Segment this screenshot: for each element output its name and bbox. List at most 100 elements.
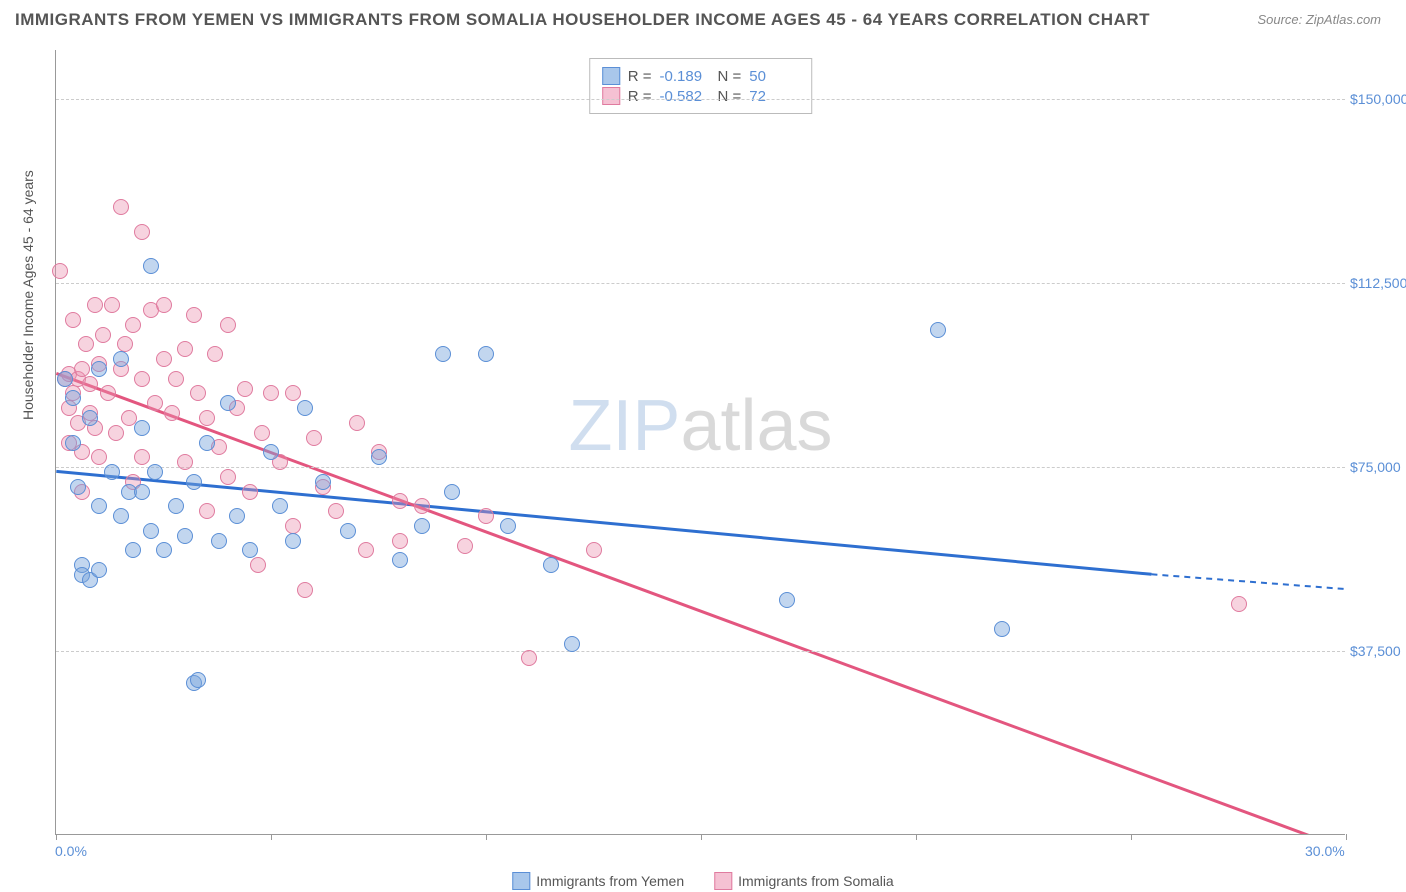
data-point-somalia <box>147 395 163 411</box>
data-point-somalia <box>164 405 180 421</box>
data-point-somalia <box>306 430 322 446</box>
data-point-yemen <box>229 508 245 524</box>
data-point-yemen <box>143 523 159 539</box>
data-point-somalia <box>156 351 172 367</box>
data-point-yemen <box>70 479 86 495</box>
data-point-somalia <box>186 307 202 323</box>
data-point-yemen <box>444 484 460 500</box>
legend-swatch-somalia <box>714 872 732 890</box>
legend-yemen: Immigrants from Yemen <box>512 872 684 890</box>
data-point-somalia <box>65 312 81 328</box>
data-point-somalia <box>207 346 223 362</box>
data-point-somalia <box>297 582 313 598</box>
data-point-yemen <box>930 322 946 338</box>
somalia-n: 72 <box>749 88 799 105</box>
legend-label-yemen: Immigrants from Yemen <box>536 873 684 889</box>
data-point-yemen <box>478 346 494 362</box>
x-tick <box>486 834 487 840</box>
data-point-somalia <box>220 469 236 485</box>
data-point-yemen <box>435 346 451 362</box>
yemen-r: -0.189 <box>660 68 710 85</box>
data-point-somalia <box>78 336 94 352</box>
data-point-somalia <box>237 381 253 397</box>
data-point-yemen <box>186 474 202 490</box>
data-point-somalia <box>285 518 301 534</box>
data-point-somalia <box>156 297 172 313</box>
data-point-yemen <box>199 435 215 451</box>
data-point-somalia <box>108 425 124 441</box>
data-point-somalia <box>220 317 236 333</box>
watermark: ZIPatlas <box>568 385 832 467</box>
data-point-yemen <box>113 508 129 524</box>
data-point-yemen <box>285 533 301 549</box>
data-point-somalia <box>242 484 258 500</box>
r-label: R = <box>628 68 652 85</box>
x-tick <box>271 834 272 840</box>
data-point-somalia <box>285 385 301 401</box>
data-point-somalia <box>457 538 473 554</box>
legend-swatch-yemen <box>512 872 530 890</box>
x-tick <box>1346 834 1347 840</box>
r-label-2: R = <box>628 88 652 105</box>
y-tick-label: $112,500 <box>1350 275 1406 291</box>
data-point-somalia <box>177 341 193 357</box>
data-point-somalia <box>414 498 430 514</box>
stats-row-yemen: R = -0.189 N = 50 <box>602 67 800 85</box>
data-point-somalia <box>95 327 111 343</box>
data-point-somalia <box>168 371 184 387</box>
data-point-yemen <box>113 351 129 367</box>
data-point-somalia <box>134 224 150 240</box>
data-point-yemen <box>147 464 163 480</box>
data-point-somalia <box>349 415 365 431</box>
x-tick-label: 0.0% <box>55 843 87 859</box>
data-point-somalia <box>263 385 279 401</box>
gridline-h <box>56 651 1345 652</box>
y-tick-label: $75,000 <box>1350 459 1406 475</box>
data-point-somalia <box>199 410 215 426</box>
data-point-somalia <box>104 297 120 313</box>
watermark-atlas: atlas <box>680 386 832 466</box>
data-point-yemen <box>125 542 141 558</box>
data-point-yemen <box>190 672 206 688</box>
data-point-yemen <box>82 410 98 426</box>
data-point-somalia <box>100 385 116 401</box>
data-point-yemen <box>57 371 73 387</box>
data-point-somalia <box>586 542 602 558</box>
data-point-somalia <box>82 376 98 392</box>
data-point-yemen <box>156 542 172 558</box>
data-point-somalia <box>392 493 408 509</box>
swatch-somalia <box>602 87 620 105</box>
plot-area: ZIPatlas R = -0.189 N = 50 R = -0.582 N … <box>55 50 1345 835</box>
n-label-2: N = <box>718 88 742 105</box>
data-point-somalia <box>1231 596 1247 612</box>
gridline-h <box>56 99 1345 100</box>
data-point-yemen <box>220 395 236 411</box>
gridline-h <box>56 283 1345 284</box>
data-point-somalia <box>134 449 150 465</box>
data-point-somalia <box>190 385 206 401</box>
legend-somalia: Immigrants from Somalia <box>714 872 894 890</box>
x-tick <box>701 834 702 840</box>
data-point-somalia <box>134 371 150 387</box>
data-point-yemen <box>297 400 313 416</box>
data-point-yemen <box>242 542 258 558</box>
data-point-yemen <box>340 523 356 539</box>
data-point-somalia <box>177 454 193 470</box>
data-point-somalia <box>91 449 107 465</box>
data-point-yemen <box>414 518 430 534</box>
x-tick-label: 30.0% <box>1305 843 1345 859</box>
data-point-yemen <box>143 258 159 274</box>
data-point-yemen <box>371 449 387 465</box>
data-point-yemen <box>177 528 193 544</box>
somalia-r: -0.582 <box>660 88 710 105</box>
data-point-yemen <box>91 361 107 377</box>
data-point-somalia <box>74 361 90 377</box>
data-point-yemen <box>564 636 580 652</box>
legend-label-somalia: Immigrants from Somalia <box>738 873 894 889</box>
data-point-yemen <box>500 518 516 534</box>
data-point-somalia <box>125 317 141 333</box>
data-point-somalia <box>199 503 215 519</box>
data-point-somalia <box>358 542 374 558</box>
y-axis-label: Householder Income Ages 45 - 64 years <box>20 170 36 420</box>
data-point-somalia <box>392 533 408 549</box>
